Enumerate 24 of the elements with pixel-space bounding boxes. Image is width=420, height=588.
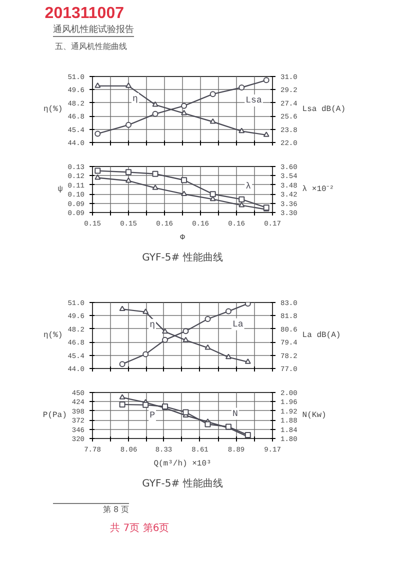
y2-axis-title: N(Kw) [302, 411, 326, 420]
series-label: P [150, 410, 155, 420]
x-axis-title: Q(m³/h) ×10³ [154, 460, 212, 468]
text: 通风机性能试验报告 [53, 23, 134, 37]
series-label: η [132, 94, 138, 104]
text: 201311007 [44, 5, 125, 23]
y2-axis-title: La dB(A) [302, 331, 341, 340]
series-label: η [150, 320, 155, 330]
text: 第 8 页 [53, 503, 130, 515]
text: 五、通风机性能曲线 [54, 41, 128, 52]
y2-axis-title: Lsa dB(A) [302, 105, 346, 114]
x-axis-title: Φ [180, 234, 186, 242]
text: GYF-5# 性能曲线 [142, 478, 223, 490]
y2-axis-title: λ ×10⁻² [302, 185, 334, 194]
y-axis-title: ψ [58, 185, 63, 194]
series-label: N [232, 408, 238, 419]
series-label: La [232, 319, 244, 330]
y-axis-title: η(%) [43, 331, 63, 340]
text: 共 7页 第6页 [109, 522, 170, 535]
y-axis-title: η(%) [43, 105, 63, 114]
text: GYF-5# 性能曲线 [142, 252, 223, 264]
series-label: Lsa [246, 96, 262, 106]
series-label: λ [246, 181, 252, 192]
y-axis-title: P(Pa) [42, 411, 67, 420]
